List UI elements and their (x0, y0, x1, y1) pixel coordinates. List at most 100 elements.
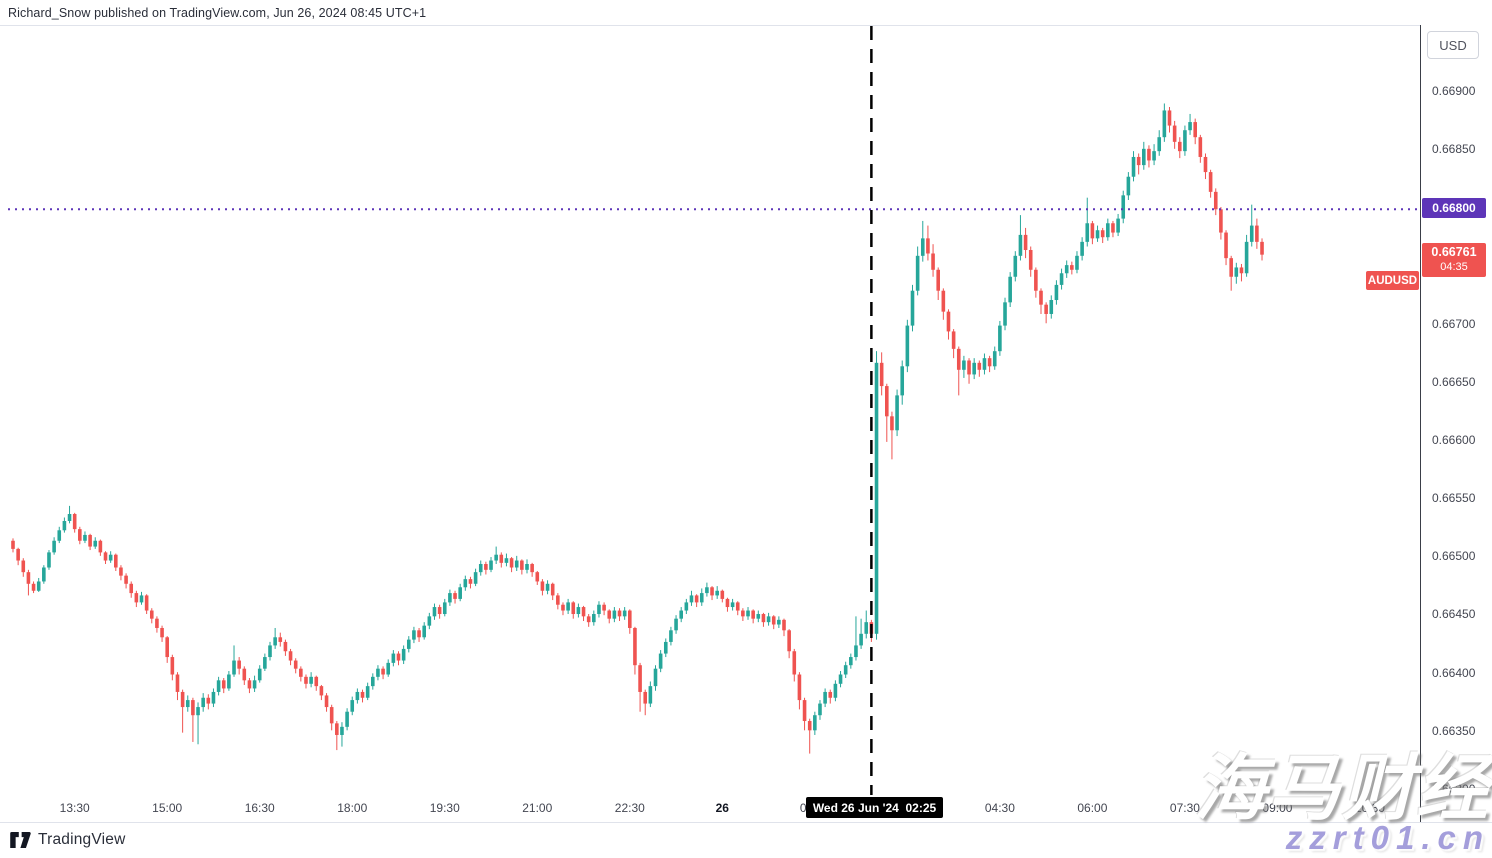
candle (1244, 234, 1249, 277)
price-axis-label: 0.66850 (1432, 142, 1476, 157)
candle (653, 665, 658, 691)
currency-button[interactable]: USD (1427, 31, 1479, 59)
candle (766, 612, 771, 626)
candle (1018, 215, 1023, 261)
candle (499, 552, 504, 568)
candle (684, 598, 689, 615)
candle (165, 636, 169, 663)
candle (1090, 220, 1095, 245)
candle (1177, 137, 1182, 159)
candle (36, 577, 41, 592)
candle (376, 665, 380, 681)
candle (1183, 125, 1187, 156)
candle (1064, 260, 1069, 278)
candle (396, 651, 401, 666)
candle (525, 559, 529, 574)
candle (108, 551, 113, 563)
time-axis-label: 21:00 (522, 801, 553, 815)
candle (72, 512, 77, 533)
candle (1234, 262, 1239, 284)
candle (823, 688, 827, 708)
candle (134, 590, 139, 608)
candle (581, 605, 586, 622)
candlestick-chart[interactable] (0, 26, 1420, 796)
candle (11, 538, 15, 553)
candle (951, 329, 956, 359)
candle (1193, 118, 1197, 145)
candle (350, 696, 355, 716)
time-axis-label: 15:00 (152, 801, 183, 815)
candle (1203, 153, 1208, 180)
candle (1111, 220, 1115, 238)
chart-pane[interactable]: AUDUSD (0, 25, 1420, 796)
candle (797, 672, 802, 710)
candle (1008, 272, 1012, 307)
candle (1255, 218, 1259, 249)
candle (335, 721, 339, 751)
candle (155, 616, 159, 633)
candle (437, 604, 442, 619)
candle (21, 558, 26, 577)
candle (448, 589, 452, 606)
candle (622, 607, 627, 620)
candle (895, 389, 899, 437)
candle (1095, 225, 1100, 242)
time-axis-label: 26 (715, 801, 729, 815)
candle (180, 689, 185, 733)
candle (453, 590, 457, 604)
candle (257, 665, 262, 683)
candle (571, 601, 576, 619)
price-axis-label: 0.66350 (1432, 723, 1476, 738)
candle (1106, 218, 1110, 241)
candle (972, 358, 976, 380)
candle (1157, 130, 1162, 156)
candle (273, 627, 277, 649)
time-axis-label: 18:00 (337, 801, 368, 815)
candle (550, 582, 555, 601)
candle (843, 661, 848, 678)
time-axis[interactable]: 13:3015:0016:3018:0019:3021:0022:302601:… (0, 795, 1492, 822)
candle (962, 355, 966, 378)
candle (802, 697, 807, 731)
time-axis-label: 10:30 (1354, 801, 1385, 815)
candle (854, 616, 858, 661)
candle (1249, 204, 1254, 247)
candle (216, 676, 221, 696)
candle (391, 650, 396, 667)
candle (119, 565, 123, 581)
candle (401, 645, 406, 665)
candle (494, 546, 498, 565)
candle (992, 346, 997, 370)
tradingview-brand[interactable]: TradingView (10, 831, 126, 849)
candle (345, 708, 349, 731)
candle (771, 615, 776, 630)
price-axis[interactable]: USD 0.66900 0.66850 0.66700 0.66650 0.66600 0… (1421, 0, 1492, 822)
candle (885, 383, 889, 442)
candle (1039, 288, 1043, 314)
candle (612, 607, 617, 623)
candle (566, 598, 570, 615)
candle (520, 559, 524, 575)
candle (232, 645, 236, 677)
candle (633, 626, 637, 675)
symbol-price-flag[interactable]: AUDUSD (1366, 271, 1419, 290)
candle (735, 601, 740, 616)
candle (1116, 213, 1120, 237)
candle (237, 657, 241, 675)
candle (1070, 261, 1074, 275)
candle (371, 673, 375, 690)
candle (293, 658, 298, 674)
candle (191, 697, 195, 742)
candle (129, 581, 134, 598)
candle (1075, 251, 1079, 274)
candle (211, 688, 216, 708)
candle (787, 629, 791, 659)
candle (638, 662, 642, 712)
tradingview-wordmark: TradingView (38, 831, 126, 848)
candle (782, 618, 786, 637)
price-level-badge[interactable]: 0.66800 (1422, 198, 1486, 218)
candle (987, 355, 992, 373)
candle (679, 607, 683, 623)
last-price-badge[interactable]: 0.66761 04:35 (1422, 243, 1486, 277)
candle (442, 598, 447, 617)
